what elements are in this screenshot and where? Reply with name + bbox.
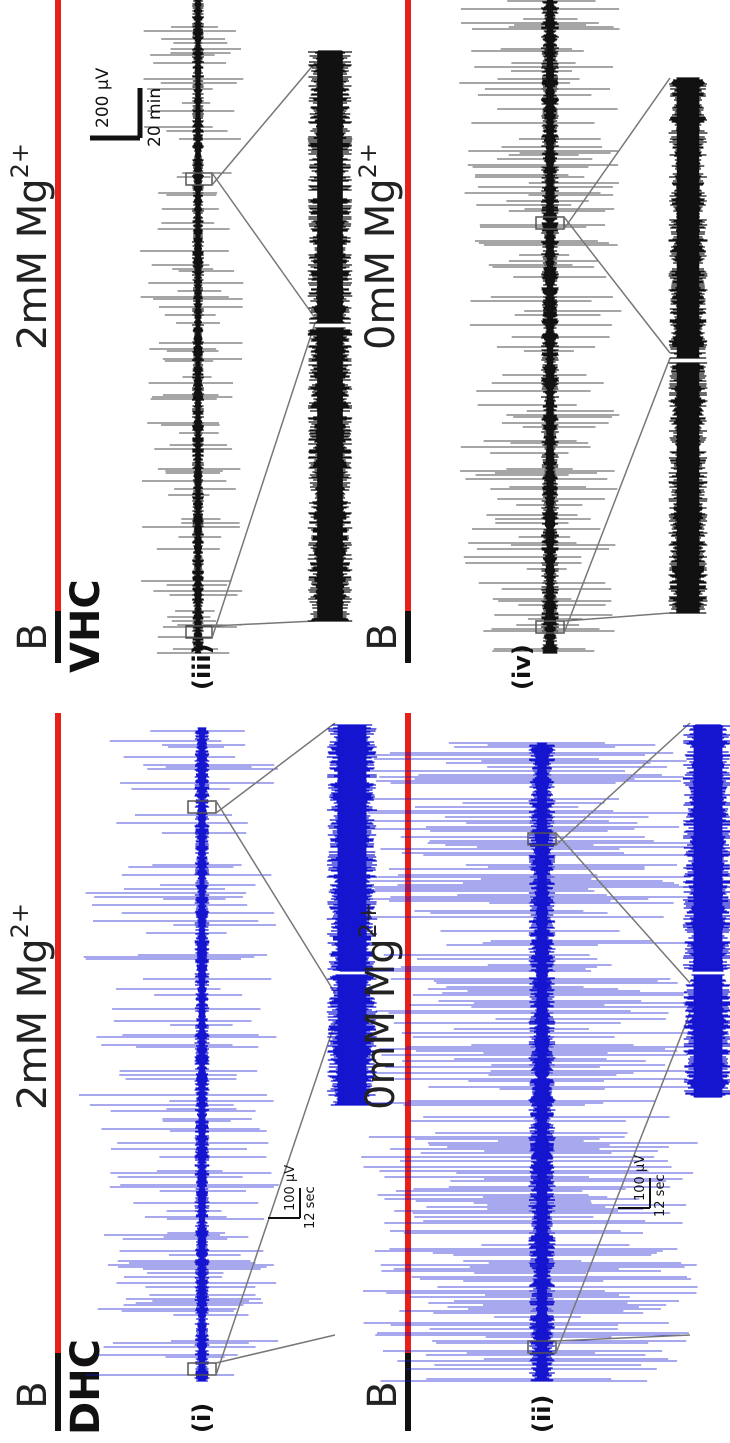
panel-ii: B 0mM Mg2+ (ii) 100 µV 12 sec: [354, 713, 730, 1433]
condition-label-iii: 2mM Mg2+: [6, 143, 56, 350]
scalebar-amplitude-iii: 200 µV: [93, 67, 113, 128]
panel-iii: B 2mM Mg2+ VHC (iii) 200 µV: [6, 0, 353, 690]
condition-label-iv: 0mM Mg2+: [354, 143, 404, 350]
zoom-lines-i: [215, 722, 336, 1376]
panel-iv: B 0mM Mg2+ (iv): [354, 0, 708, 690]
scalebar-ii: 100 µV 12 sec: [618, 1155, 668, 1217]
scalebar-amplitude-ii: 100 µV: [633, 1155, 648, 1201]
scalebar-iii: 200 µV 20 min: [90, 67, 165, 147]
baseline-label-ii: B: [360, 1381, 406, 1408]
trace-i: [78, 727, 279, 1382]
zoom-box-i-start: [187, 1362, 217, 1376]
condition-label-i: 2mM Mg2+: [6, 903, 56, 1110]
zoom-lines-iii: [211, 62, 316, 639]
trace-iv: [459, 0, 622, 654]
panel-label-iv: (iv): [508, 644, 536, 690]
baseline-label-iv: B: [360, 623, 406, 650]
zoom-lines-ii: [555, 722, 691, 1354]
zoom-box-iii-start: [185, 625, 213, 639]
zoom-box-iv-end: [535, 216, 565, 230]
panel-label-ii: (ii): [528, 1395, 556, 1433]
scalebar-time-ii: 12 sec: [653, 1174, 668, 1217]
zoom-i-segment-body-0: [337, 975, 367, 1105]
panel-label-i: (i): [188, 1403, 216, 1433]
trace-ii-spikes: [360, 742, 698, 1382]
trace-iii: [140, 0, 244, 654]
zoom-trace-ii: [682, 724, 730, 1098]
baseline-label-i: B: [10, 1381, 56, 1408]
zoom-ii-segment-body-1: [693, 725, 723, 971]
zoom-ii-segment-body-0: [693, 975, 723, 1097]
scalebar-time-iii: 20 min: [145, 88, 165, 147]
scalebar-i: 100 µV 12 sec: [268, 1165, 318, 1229]
zoom-box-ii-end: [527, 832, 557, 846]
zoom-lines-iv: [563, 77, 671, 634]
scalebar-time-i: 12 sec: [303, 1186, 318, 1229]
zoom-box-iii-end: [185, 172, 213, 186]
zoom-trace-iv: [668, 77, 708, 614]
zoom-box-ii-start: [527, 1340, 557, 1354]
trace-ii: [360, 742, 698, 1382]
condition-label-ii: 0mM Mg2+: [354, 903, 404, 1110]
zoom-i-segment-body-1: [337, 725, 367, 971]
panel-i: B 2mM Mg2+ DHC (i) 100 µV: [6, 713, 378, 1435]
zoom-trace-i: [326, 724, 378, 1106]
zoom-trace-iii: [307, 50, 353, 622]
scalebar-amplitude-i: 100 µV: [283, 1165, 298, 1211]
trace-i-spikes: [78, 730, 279, 1376]
zoom-iv-segment-body-1: [676, 78, 700, 358]
zoom-box-i-end: [187, 800, 217, 814]
trace-iv-spikes: [459, 0, 622, 652]
zoom-iv-segment-body-0: [676, 363, 700, 613]
group-label-vhc: VHC: [63, 579, 109, 673]
group-label-dhc: DHC: [63, 1339, 109, 1435]
baseline-label-iii: B: [10, 623, 56, 650]
zoom-iii-segment-body-0: [317, 328, 343, 621]
zoom-box-iv-start: [535, 620, 565, 634]
panel-label-iii: (iii): [188, 643, 216, 690]
zoom-iii-segment-body-1: [317, 51, 343, 323]
